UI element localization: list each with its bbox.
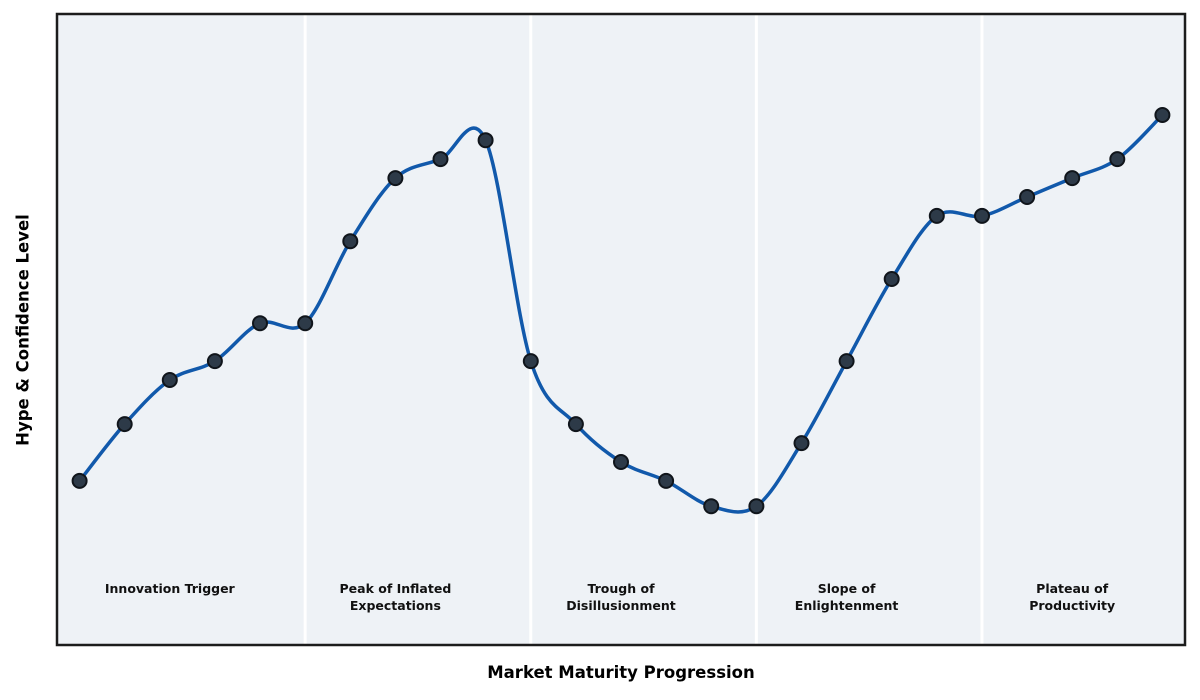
data-point-marker xyxy=(1064,170,1081,187)
data-point-marker xyxy=(297,315,314,332)
data-point-marker xyxy=(567,416,584,433)
data-point-marker xyxy=(613,454,629,470)
data-point-marker xyxy=(522,353,539,370)
data-point-marker xyxy=(928,207,945,224)
phase-label-peak-of-inflated-expectations: Peak of Inflated Expectations xyxy=(339,581,452,613)
data-point-marker xyxy=(1109,151,1126,168)
data-point-marker xyxy=(793,435,810,452)
y-axis-label: Hype & Confidence Level xyxy=(13,214,33,446)
data-point-marker xyxy=(71,472,88,489)
x-axis-label: Market Maturity Progression xyxy=(487,663,755,682)
phase-label-slope-of-enlightenment: Slope of Enlightenment xyxy=(794,581,899,613)
plot-background xyxy=(57,14,1185,645)
data-point-marker xyxy=(748,498,765,515)
data-point-marker xyxy=(432,151,449,168)
data-point-marker xyxy=(1019,189,1036,205)
plot-border xyxy=(55,12,1187,647)
phase-label-innovation-trigger: Innovation Trigger xyxy=(104,581,235,596)
phase-label-plateau-of-productivity: Plateau of Productivity xyxy=(1029,581,1116,613)
data-point-marker xyxy=(387,170,404,187)
data-point-marker xyxy=(252,315,268,332)
data-point-marker xyxy=(838,353,855,370)
data-point-marker xyxy=(658,472,675,489)
data-point-marker xyxy=(703,498,720,515)
hype-curve xyxy=(77,113,1165,514)
data-point-marker xyxy=(974,207,990,224)
data-point-marker xyxy=(161,372,178,388)
data-point-marker xyxy=(1154,107,1171,123)
data-point-marker xyxy=(342,233,359,250)
data-point-marker xyxy=(477,132,494,149)
phase-label-trough-of-disillusionment: Trough of Disillusionment xyxy=(566,581,676,613)
data-point-marker xyxy=(883,271,900,287)
data-point-marker xyxy=(116,416,133,433)
data-point-marker xyxy=(206,353,223,370)
